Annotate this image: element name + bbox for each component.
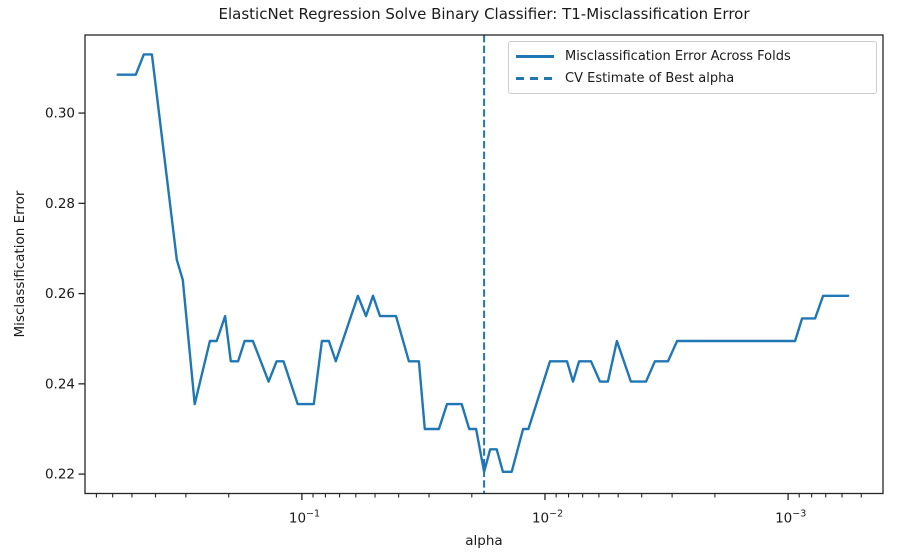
y-axis-label: Misclassification Error [12, 190, 28, 338]
x-tick-label: 10−2 [532, 509, 563, 527]
y-tick-label: 0.26 [45, 286, 75, 302]
chart-title: ElasticNet Regression Solve Binary Class… [218, 5, 750, 23]
legend-label: CV Estimate of Best alpha [565, 70, 735, 86]
x-tick-label: 10−3 [775, 509, 806, 527]
legend: Misclassification Error Across Folds CV … [508, 41, 877, 94]
legend-label: Misclassification Error Across Folds [565, 49, 791, 65]
y-tick-label: 0.30 [45, 106, 75, 122]
x-axis-label: alpha [465, 533, 503, 549]
legend-item-misclassification-error: Misclassification Error Across Folds [516, 46, 868, 68]
y-tick-label: 0.22 [45, 467, 75, 483]
solid-line-sample-icon [516, 55, 554, 59]
legend-item-cv-best-alpha: CV Estimate of Best alpha [516, 68, 868, 90]
x-tick-label: 10−1 [289, 509, 320, 527]
axes-spines [84, 34, 884, 495]
y-tick-label: 0.28 [45, 196, 75, 212]
dashed-line-sample-icon [516, 76, 554, 80]
y-tick-label: 0.24 [45, 376, 75, 392]
series-line-misclassification-error [116, 53, 850, 473]
